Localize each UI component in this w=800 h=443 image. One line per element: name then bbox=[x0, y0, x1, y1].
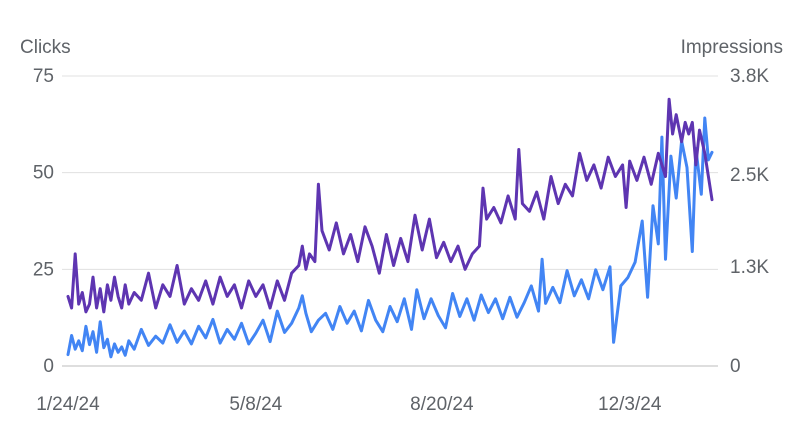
left-tick-label: 75 bbox=[33, 66, 54, 87]
series-layer bbox=[66, 97, 714, 359]
x-tick-label: 12/3/24 bbox=[598, 394, 662, 415]
x-tick-label: 8/20/24 bbox=[410, 394, 474, 415]
left-axis-title: Clicks bbox=[20, 37, 71, 58]
clicks-series-line bbox=[66, 97, 714, 314]
right-tick-label: 2.5K bbox=[730, 165, 769, 186]
grid-layer bbox=[62, 75, 718, 367]
right-tick-label: 3.8K bbox=[730, 66, 769, 87]
left-tick-label: 0 bbox=[43, 356, 54, 377]
x-tick-label: 1/24/24 bbox=[36, 394, 100, 415]
left-tick-label: 25 bbox=[33, 259, 54, 280]
label-layer: Clicks Impressions 0 25 50 75 0 1.3K 2.5K 3.8K 1… bbox=[20, 37, 783, 415]
right-tick-label: 1.3K bbox=[730, 257, 769, 278]
left-tick-label: 50 bbox=[33, 163, 54, 184]
right-tick-label: 0 bbox=[730, 356, 741, 377]
x-tick-label: 5/8/24 bbox=[229, 394, 282, 415]
impressions-series-line bbox=[66, 116, 714, 359]
right-axis-title: Impressions bbox=[681, 37, 783, 58]
